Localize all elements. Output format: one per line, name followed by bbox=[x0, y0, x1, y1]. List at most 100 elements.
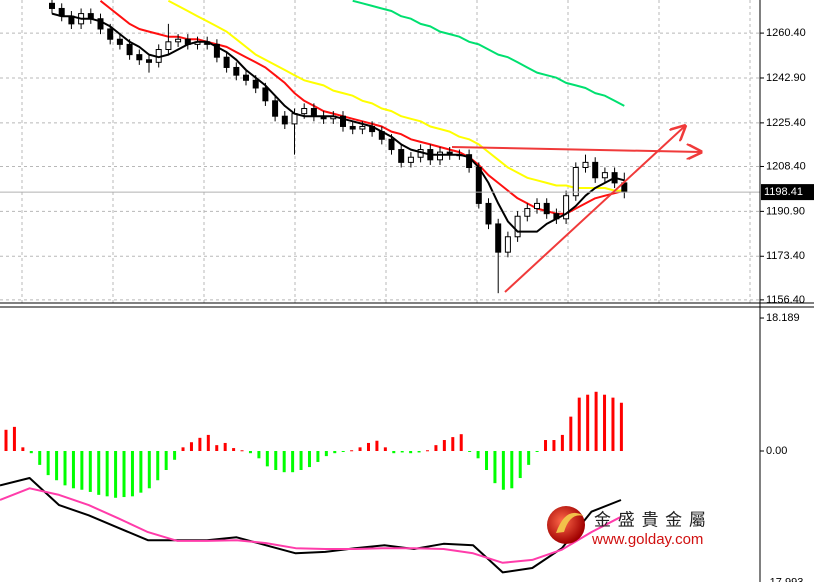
histogram-bar bbox=[594, 391, 598, 451]
y-tick-label: 1225.40 bbox=[766, 117, 806, 129]
y-tick-label: 1242.90 bbox=[766, 72, 806, 84]
histogram-bar bbox=[569, 416, 573, 451]
histogram-bar bbox=[38, 450, 42, 465]
histogram-bar bbox=[417, 450, 421, 453]
histogram-bar bbox=[358, 447, 362, 451]
candle-body bbox=[359, 125, 366, 130]
histogram-bar bbox=[392, 450, 396, 454]
last-price-label: 1198.41 bbox=[764, 186, 803, 198]
histogram-bar bbox=[29, 450, 33, 454]
histogram-bar bbox=[552, 440, 556, 451]
histogram-bar bbox=[282, 450, 286, 473]
histogram-bar bbox=[4, 429, 8, 451]
y-tick-label: 1190.90 bbox=[766, 205, 805, 217]
histogram-bar bbox=[476, 450, 480, 459]
histogram-bar bbox=[181, 447, 185, 451]
histogram-bar bbox=[341, 450, 345, 452]
last-price-box bbox=[761, 184, 814, 201]
candle-body bbox=[601, 172, 608, 179]
candle-body bbox=[272, 100, 279, 117]
histogram-bar bbox=[232, 448, 236, 451]
y-tick-label: 1260.40 bbox=[766, 27, 806, 39]
moving-average bbox=[51, 12, 625, 233]
histogram-bar bbox=[501, 450, 505, 490]
histogram-bar bbox=[215, 445, 219, 451]
candle-body bbox=[543, 202, 550, 215]
trend-lines bbox=[451, 126, 701, 293]
candle-body bbox=[233, 66, 240, 76]
histogram-bar bbox=[577, 397, 581, 451]
watermark-url: www.golday.com bbox=[591, 531, 703, 548]
histogram-bar bbox=[63, 450, 67, 486]
histogram-bar bbox=[518, 450, 522, 479]
candle-body bbox=[213, 43, 220, 58]
histogram-bar bbox=[71, 450, 75, 489]
candle-body bbox=[582, 161, 589, 169]
candle-body bbox=[514, 215, 521, 238]
candle-body bbox=[485, 202, 492, 225]
candle-body bbox=[310, 108, 317, 117]
histogram-bar bbox=[434, 445, 438, 451]
candle-body bbox=[534, 202, 540, 210]
histogram-bar bbox=[291, 450, 295, 473]
histogram-bar bbox=[173, 450, 177, 460]
moving-average bbox=[167, 0, 625, 192]
histogram-bar bbox=[122, 450, 126, 498]
histogram-bar bbox=[189, 442, 193, 451]
histogram-bar bbox=[114, 450, 118, 498]
histogram-bar bbox=[139, 450, 143, 493]
histogram-bar bbox=[544, 440, 548, 451]
histogram-bar bbox=[88, 450, 92, 492]
histogram-bar bbox=[223, 442, 227, 451]
candle-body bbox=[116, 38, 123, 45]
histogram-bar bbox=[299, 450, 303, 471]
histogram-bar bbox=[493, 450, 497, 484]
histogram-bar bbox=[198, 437, 202, 451]
histogram-bar bbox=[248, 450, 252, 454]
candle-body bbox=[301, 108, 308, 115]
candle-body bbox=[146, 59, 152, 63]
histogram-bar bbox=[80, 450, 84, 490]
indicator-line bbox=[0, 477, 622, 574]
histogram-bar bbox=[156, 450, 160, 481]
histogram-bar bbox=[147, 450, 151, 489]
candle-body bbox=[475, 167, 482, 204]
histogram-bar bbox=[459, 434, 463, 451]
candle-body bbox=[398, 149, 405, 163]
histogram-bar bbox=[164, 450, 168, 471]
moving-average bbox=[352, 0, 625, 107]
histogram-bar bbox=[400, 450, 404, 453]
histogram-bar bbox=[375, 440, 379, 451]
candle-body bbox=[291, 113, 298, 125]
candle-body bbox=[563, 195, 570, 220]
candle-body bbox=[97, 18, 104, 30]
histogram-bar bbox=[307, 450, 311, 468]
candle-body bbox=[504, 236, 511, 253]
histogram-bar bbox=[603, 394, 607, 451]
histogram-bar bbox=[527, 450, 531, 465]
histogram-bar bbox=[611, 397, 615, 451]
y-tick-label: -17.993 bbox=[766, 576, 803, 582]
y-tick-label: 18.189 bbox=[766, 312, 800, 324]
candle-body bbox=[592, 161, 599, 179]
candle-body bbox=[388, 138, 395, 151]
candle-body bbox=[136, 54, 143, 61]
candle-body bbox=[223, 56, 230, 68]
histogram-bar bbox=[55, 450, 59, 481]
histogram-bar bbox=[333, 450, 337, 454]
histogram-bar bbox=[485, 450, 489, 471]
candle-body bbox=[437, 151, 443, 161]
candle-body bbox=[126, 43, 133, 56]
candle-body bbox=[243, 74, 249, 81]
logo-swoosh bbox=[556, 512, 584, 533]
histogram-bar bbox=[442, 440, 446, 451]
histogram-bar bbox=[105, 450, 109, 497]
candle-body bbox=[262, 87, 269, 102]
histogram-bar bbox=[619, 402, 623, 451]
candle-body bbox=[175, 38, 182, 43]
candle-body bbox=[107, 28, 114, 40]
candle-body bbox=[49, 2, 55, 9]
candle-body bbox=[349, 125, 356, 130]
